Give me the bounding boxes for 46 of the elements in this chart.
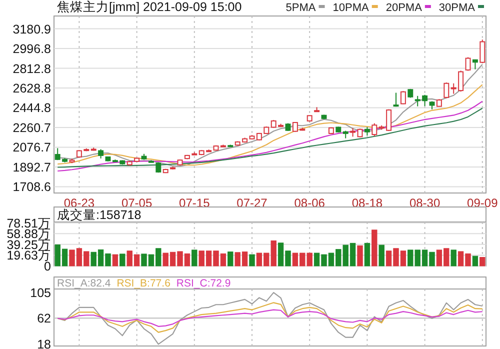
candlestick bbox=[372, 122, 378, 137]
line-series bbox=[57, 108, 483, 168]
y-tick-label: 2076.7 bbox=[12, 140, 52, 155]
line-series bbox=[57, 302, 483, 333]
y-tick-label: 2996.8 bbox=[12, 42, 52, 56]
text: RSI_C:72.9 bbox=[176, 278, 231, 290]
bar bbox=[372, 230, 378, 266]
x-tick-label: 09-09 bbox=[467, 196, 498, 210]
bar bbox=[378, 244, 384, 266]
line-series bbox=[57, 309, 483, 327]
legend-label: 10PMA bbox=[332, 2, 370, 14]
chart-title: 成交量:158718 bbox=[57, 207, 142, 222]
candlestick bbox=[400, 90, 406, 105]
bar bbox=[120, 254, 126, 266]
text: RSI_B:77.6 bbox=[116, 278, 171, 290]
y-tick-label: 19.63万 bbox=[6, 248, 51, 263]
candlestick bbox=[393, 92, 399, 108]
y-tick-label: 105 bbox=[30, 286, 52, 300]
bar bbox=[228, 252, 234, 266]
line-series bbox=[57, 84, 483, 166]
bar bbox=[364, 242, 370, 266]
y-tick-label: 1892.7 bbox=[12, 160, 52, 174]
y-tick-label: 18 bbox=[37, 338, 52, 349]
candlestick bbox=[465, 56, 471, 72]
legend-label: 20PMA bbox=[386, 2, 423, 14]
candlestick bbox=[98, 148, 104, 159]
chart-title: 焦煤主力[jmm] 2021-09-09 15:00 bbox=[57, 0, 242, 14]
y-tick-label: 2260.7 bbox=[12, 120, 52, 135]
bar bbox=[357, 245, 363, 266]
bar bbox=[480, 257, 486, 266]
y-tick-label: 2812.8 bbox=[12, 62, 52, 76]
bar bbox=[112, 254, 118, 266]
candlestick bbox=[444, 82, 450, 99]
bar bbox=[249, 254, 255, 266]
legend-label: 5PMA bbox=[286, 2, 316, 14]
y-tick-label: 3180.9 bbox=[12, 22, 52, 36]
y-tick-label: 2628.8 bbox=[12, 82, 52, 96]
bar bbox=[472, 256, 478, 266]
y-tick-label: 62 bbox=[37, 312, 52, 326]
line-series bbox=[57, 100, 483, 172]
y-tick-label: 1708.6 bbox=[12, 180, 52, 194]
bar bbox=[450, 250, 456, 266]
text: RSI_A:82.4 bbox=[57, 278, 111, 290]
y-tick-label: 2444.8 bbox=[12, 101, 52, 116]
bar bbox=[192, 250, 198, 266]
legend-label: 30PMA bbox=[438, 2, 476, 14]
